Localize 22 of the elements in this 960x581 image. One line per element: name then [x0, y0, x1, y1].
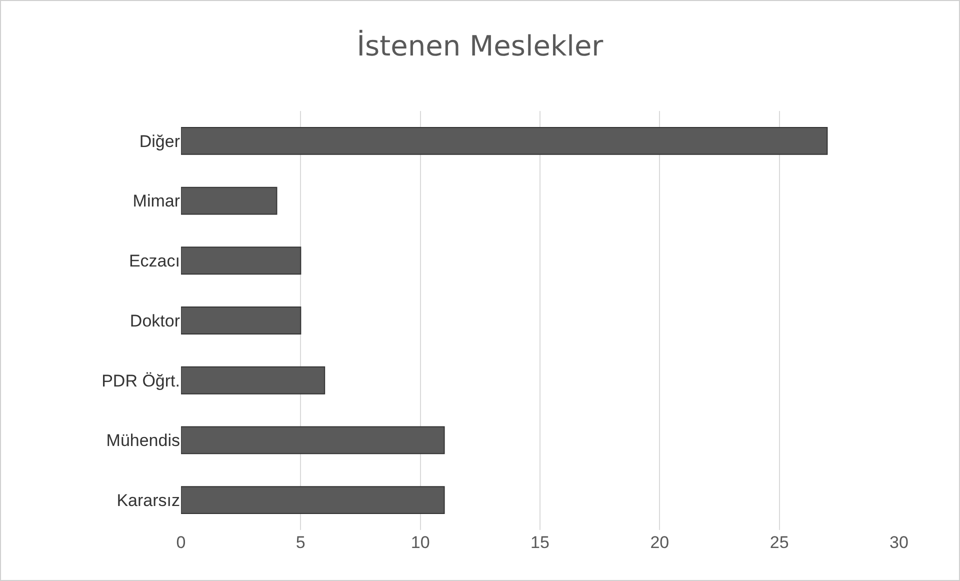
bar [181, 186, 278, 215]
bar [181, 306, 302, 334]
y-tick-label: PDR Öğrt. [102, 371, 180, 390]
x-tick-label: 20 [650, 533, 670, 552]
x-tick-label: 25 [770, 533, 789, 552]
y-tick-label: Mimar [132, 192, 180, 211]
x-tick-label: 30 [890, 533, 908, 552]
x-tick-label: 0 [176, 533, 186, 552]
y-tick-label: Doktor [130, 311, 180, 330]
bar [181, 246, 302, 275]
bar [181, 366, 326, 394]
y-tick-label: Diğer [139, 132, 180, 151]
bar [181, 126, 828, 155]
x-tick-label: 10 [410, 533, 430, 552]
y-tick-label: Mühendis [106, 431, 180, 450]
bar [181, 486, 445, 514]
x-tick-label: 15 [530, 533, 550, 552]
y-tick-label: Kararsız [116, 491, 180, 510]
bar [181, 426, 445, 454]
y-tick-label: Eczacı [128, 252, 180, 271]
x-tick-label: 5 [296, 533, 306, 552]
chart-title: İstenen Meslekler [356, 29, 604, 62]
